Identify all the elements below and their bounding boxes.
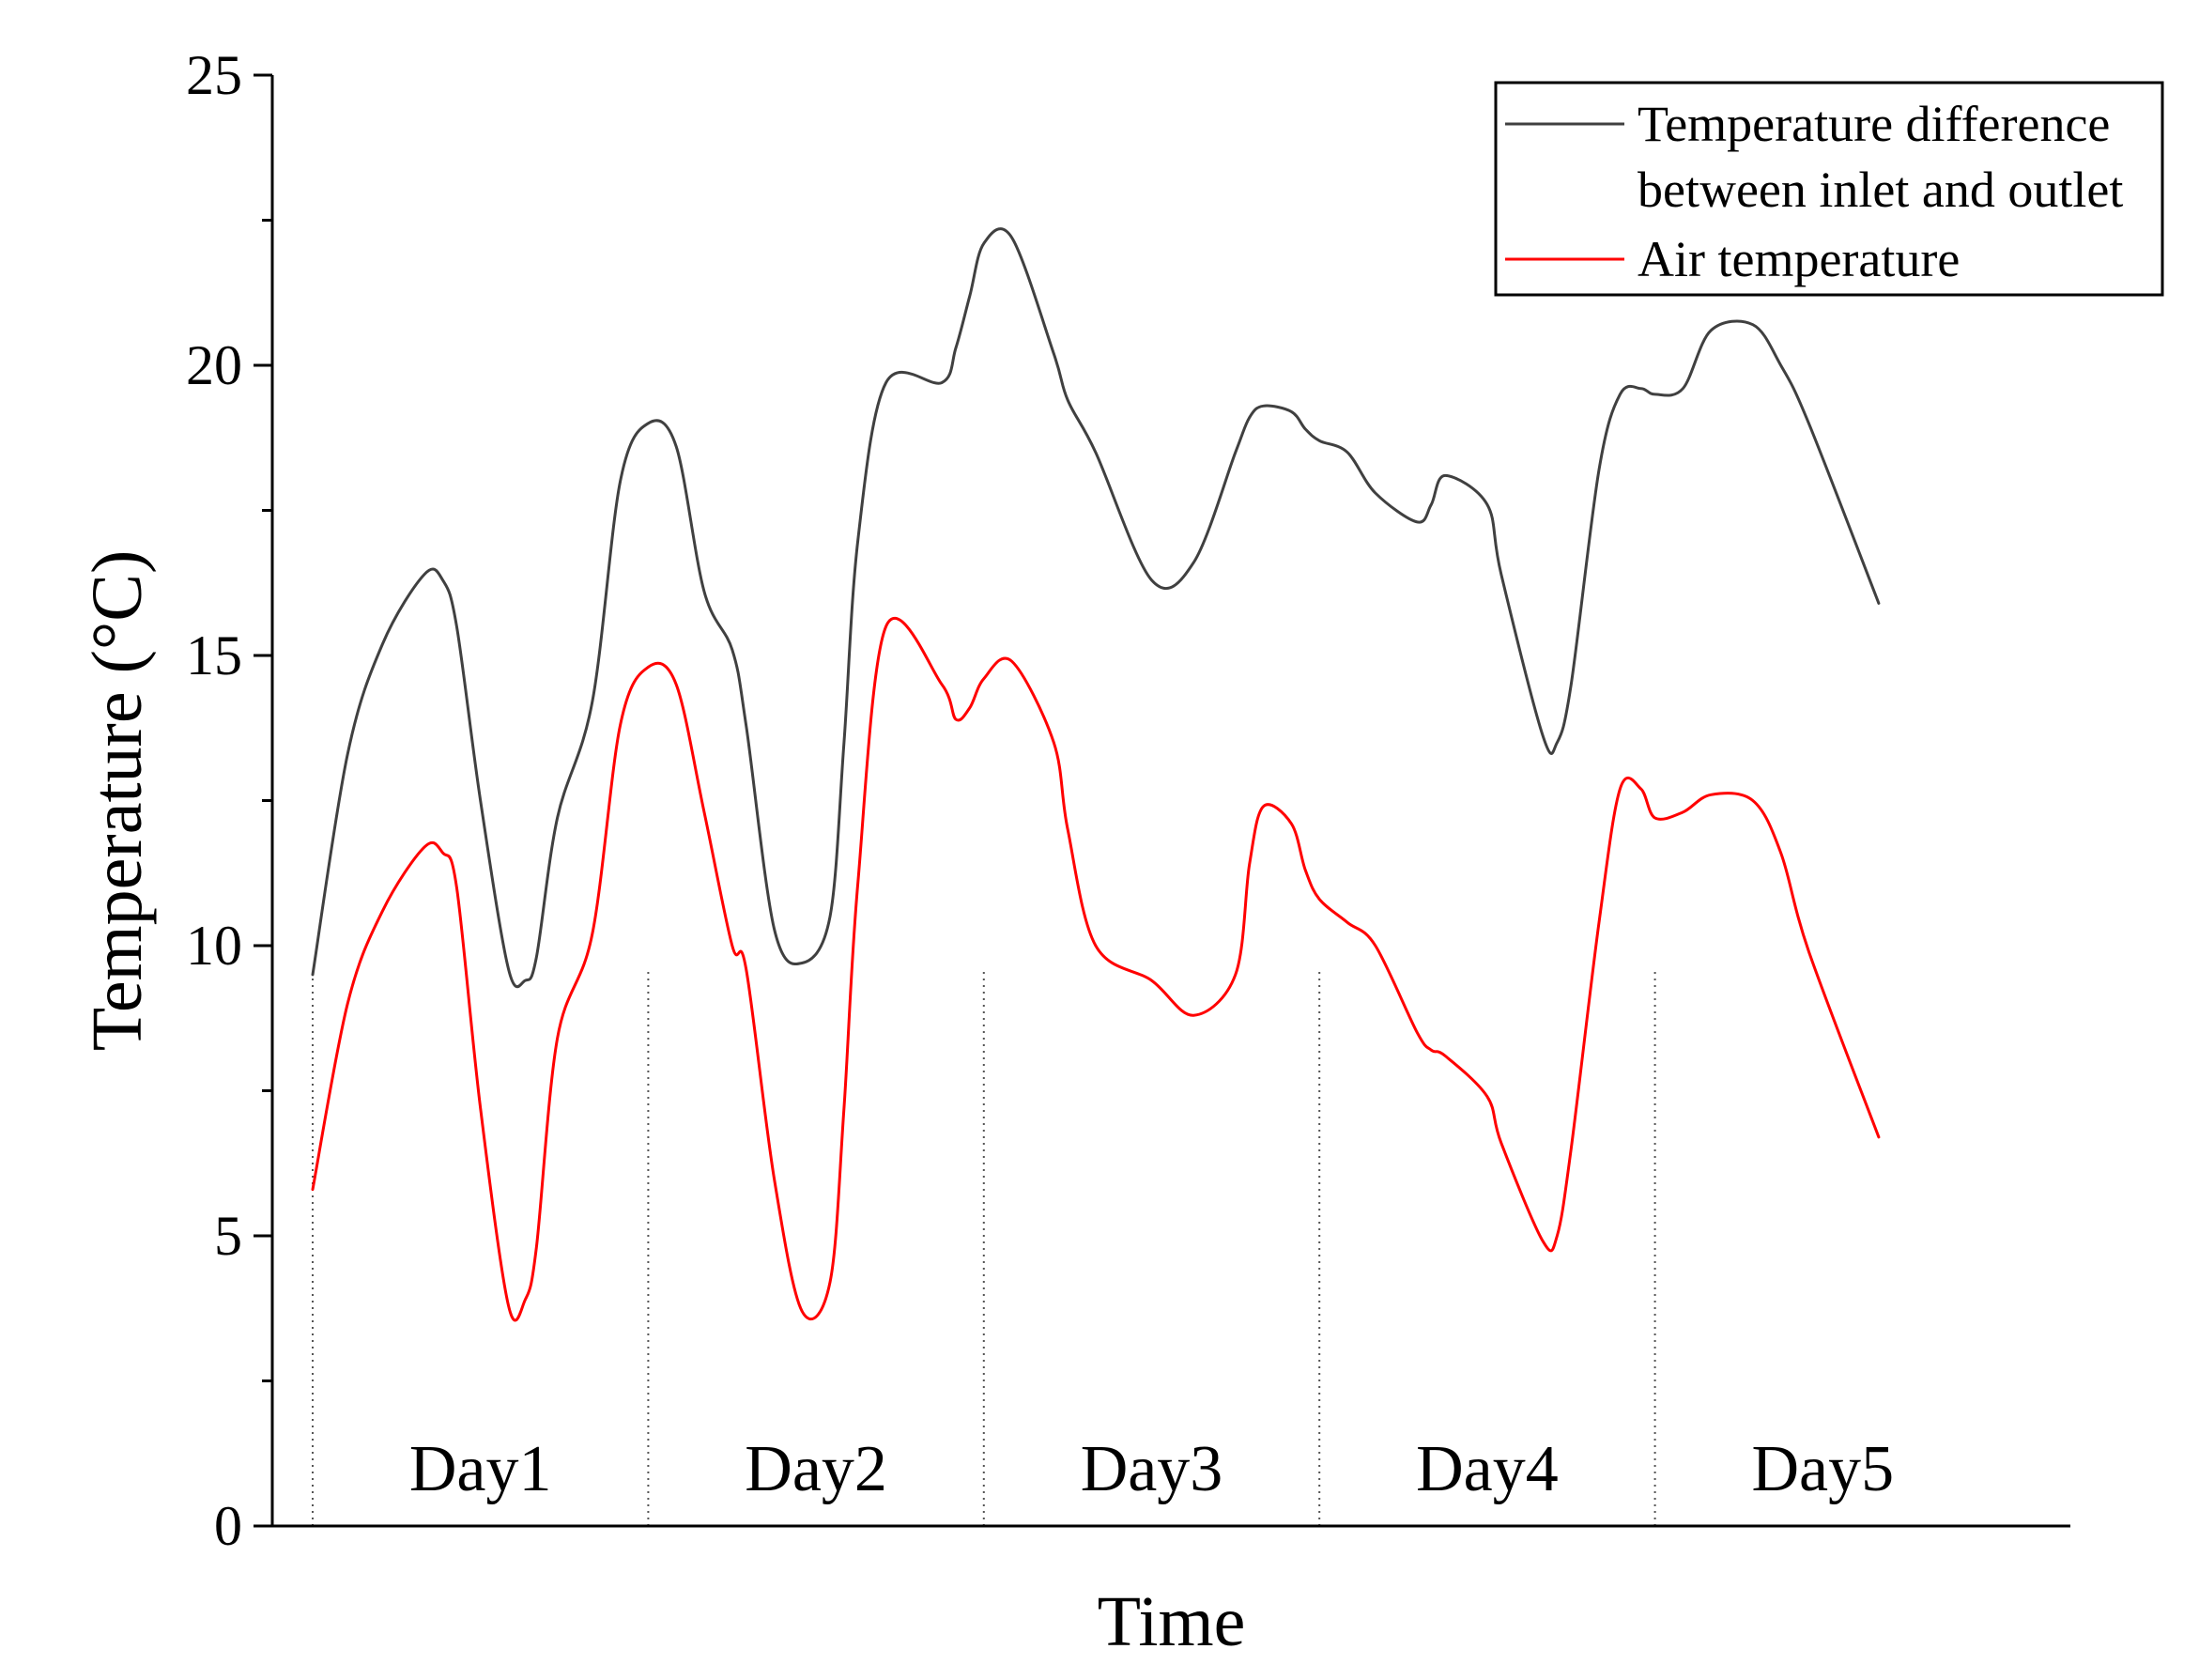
axes: 0 5 10 15 20 25 — [186, 44, 2070, 1557]
day-label: Day3 — [1081, 1433, 1223, 1505]
y-tick-label: 0 — [214, 1495, 242, 1557]
y-tick-label: 25 — [186, 44, 242, 106]
day-label: Day4 — [1416, 1433, 1559, 1505]
y-tick-label: 15 — [186, 624, 242, 686]
day-label: Day1 — [409, 1433, 552, 1505]
series-line-air-temperature — [311, 616, 1881, 1322]
y-tick-label: 10 — [186, 915, 242, 977]
y-tick-label: 5 — [214, 1205, 242, 1267]
y-axis-title: Temperature (°C) — [78, 550, 157, 1052]
legend: Temperature difference between inlet and … — [1494, 81, 2164, 297]
legend-label: Air temperature — [1638, 231, 1960, 287]
x-axis-title: Time — [1098, 1582, 1246, 1661]
series-line-temperature-difference — [311, 227, 1881, 989]
day-label: Day5 — [1751, 1433, 1894, 1505]
day-labels: Day1 Day2 Day3 Day4 Day5 — [409, 1433, 1894, 1505]
legend-label: between inlet and outlet — [1638, 162, 2123, 218]
day-label: Day2 — [745, 1433, 887, 1505]
y-tick-label: 20 — [186, 334, 242, 396]
series-lines — [311, 227, 1881, 1322]
legend-label: Temperature difference — [1638, 96, 2110, 152]
day-boundary-lines — [312, 968, 1656, 1526]
